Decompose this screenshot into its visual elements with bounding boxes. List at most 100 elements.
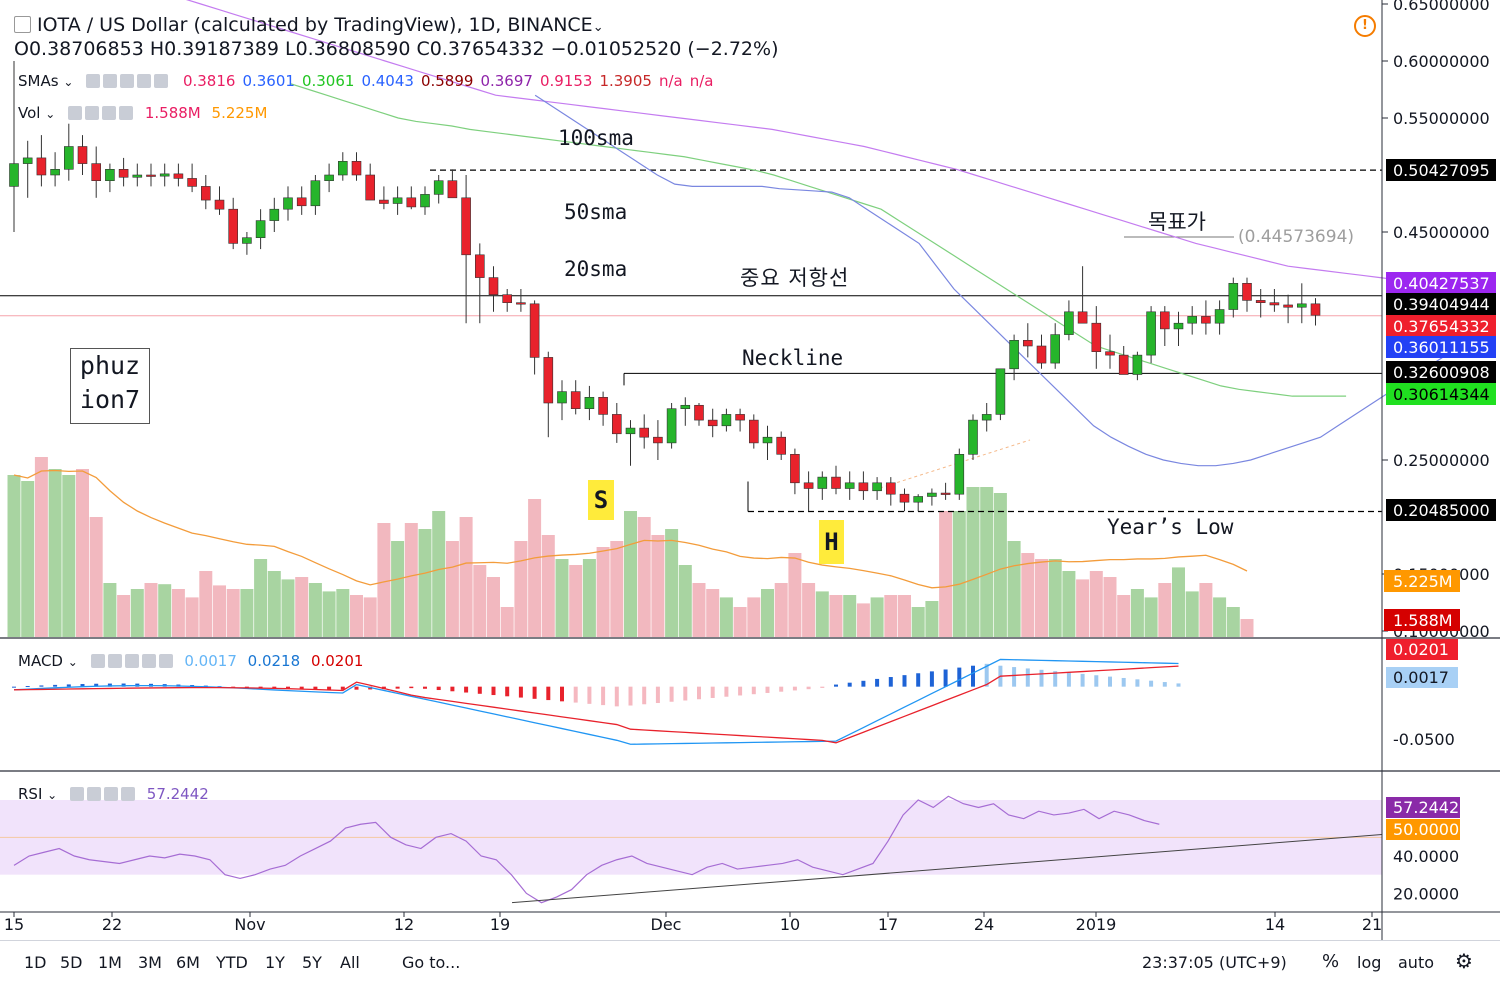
volume-badge xyxy=(1384,609,1460,631)
candle-body xyxy=(625,427,636,435)
bottom-toolbar: 1D 5D 1M 3M 6M YTD 1Y 5Y All Go to... 23:37:05 (… xyxy=(0,940,1500,987)
volume-bar xyxy=(624,511,637,637)
gear-icon[interactable] xyxy=(107,654,122,668)
plus-icon[interactable] xyxy=(102,106,117,120)
close-icon[interactable] xyxy=(119,106,134,120)
volume-bar xyxy=(240,589,254,637)
price-badge-label: 0.39404944 xyxy=(1393,295,1490,314)
vol-label[interactable]: Vol xyxy=(18,104,41,122)
timeframe-1y[interactable]: 1Y xyxy=(265,953,285,972)
candle-body xyxy=(776,436,787,455)
volume-bar xyxy=(774,583,788,637)
collapse-icon[interactable] xyxy=(14,16,31,33)
candle-body xyxy=(310,180,321,207)
macd-histogram-bar xyxy=(1066,672,1071,687)
rsi-legend[interactable]: RSI ⌄ 57.2442 xyxy=(18,785,209,803)
chevron-down-icon[interactable]: ⌄ xyxy=(63,75,74,89)
annotation-100sma: 100sma xyxy=(558,126,634,150)
vol-legend[interactable]: Vol ⌄ 1.588M 5.225M xyxy=(18,104,267,122)
sma-value: 1.3905 xyxy=(599,72,652,90)
timeframe-5d[interactable]: 5D xyxy=(60,953,83,972)
macd-histogram-bar xyxy=(683,686,688,701)
chevron-down-icon[interactable]: ⌄ xyxy=(45,107,56,121)
plus-icon[interactable] xyxy=(137,74,152,88)
macd-histogram-bar xyxy=(834,684,838,687)
volume-bar xyxy=(884,595,898,637)
candle-body xyxy=(1146,311,1156,356)
macd-label[interactable]: MACD xyxy=(18,652,63,670)
candle-body xyxy=(433,180,444,195)
sma-buttons[interactable] xyxy=(86,72,171,90)
timeframe-1m[interactable]: 1M xyxy=(98,953,122,972)
macd-histogram-bar xyxy=(560,686,564,702)
gear-icon[interactable]: ⚙ xyxy=(1455,949,1473,973)
timeframe-ytd[interactable]: YTD xyxy=(216,953,248,972)
candle-body xyxy=(187,178,197,187)
timeframe-1d[interactable]: 1D xyxy=(24,953,47,972)
timeframe-6m[interactable]: 6M xyxy=(176,953,200,972)
eye-icon[interactable] xyxy=(70,787,84,801)
braces-icon[interactable] xyxy=(120,74,135,88)
eye-icon[interactable] xyxy=(86,74,101,88)
candle-body xyxy=(392,197,403,204)
candle-body xyxy=(77,146,88,164)
close-icon[interactable] xyxy=(121,787,135,801)
auto-toggle[interactable]: auto xyxy=(1398,953,1435,972)
gear-icon[interactable] xyxy=(85,106,100,120)
macd-line-value: 0.0218 xyxy=(247,652,301,670)
log-toggle[interactable]: log xyxy=(1357,953,1382,972)
timeframe-5y[interactable]: 5Y xyxy=(302,953,322,972)
macd-histogram-bar xyxy=(861,680,866,687)
exclamation-circle-icon[interactable]: ! xyxy=(1354,15,1376,37)
goto-button[interactable]: Go to... xyxy=(402,953,461,972)
annotation-target: 목표가 xyxy=(1148,210,1206,234)
macd-histogram-bar xyxy=(984,663,989,687)
macd-histogram-bar xyxy=(244,686,249,688)
price-badge-label: 0.50427095 xyxy=(1393,161,1490,180)
price-badge xyxy=(1386,383,1496,405)
gear-icon[interactable] xyxy=(103,74,118,88)
sma-value: 0.3061 xyxy=(301,72,355,90)
macd-legend[interactable]: MACD ⌄ 0.0017 0.0218 0.0201 xyxy=(18,652,363,670)
volume-bar xyxy=(363,597,377,637)
timeframe-all[interactable]: All xyxy=(340,953,360,972)
candle-body xyxy=(1228,282,1239,310)
time-tick-label: 2019 xyxy=(1076,915,1117,934)
macd-histogram-bar xyxy=(601,686,606,706)
candle-body xyxy=(228,208,238,244)
volume-bar xyxy=(706,589,720,637)
macd-hist-badge-label: 0.0017 xyxy=(1393,668,1449,687)
eye-icon[interactable] xyxy=(68,106,83,120)
candle-body xyxy=(803,482,814,489)
symbol-title[interactable]: IOTA / US Dollar (calculated by TradingV… xyxy=(14,14,604,36)
close-icon[interactable] xyxy=(154,74,169,88)
chevron-down-icon[interactable]: ⌄ xyxy=(592,20,604,35)
plus-icon[interactable] xyxy=(104,787,118,801)
percent-toggle[interactable]: % xyxy=(1322,951,1340,972)
macd-histogram-bar xyxy=(286,686,290,690)
gear-icon[interactable] xyxy=(87,787,101,801)
plus-icon[interactable] xyxy=(141,654,156,668)
close-icon[interactable] xyxy=(158,654,173,668)
rsi-label[interactable]: RSI xyxy=(18,785,43,803)
price-tick-label: 0.60000000 xyxy=(1393,52,1490,71)
volume-bar xyxy=(1240,619,1254,637)
candle-body xyxy=(516,302,526,305)
eye-icon[interactable] xyxy=(90,654,105,668)
chevron-down-icon[interactable]: ⌄ xyxy=(47,788,58,802)
macd-line xyxy=(13,658,1179,745)
volume-badge-label: 1.588M xyxy=(1393,611,1453,630)
chevron-down-icon[interactable]: ⌄ xyxy=(67,655,78,669)
annotation-neckline: Neckline xyxy=(742,346,844,370)
sma-legend[interactable]: SMAs ⌄ 0.3816 0.3601 0.3061 0.4043 0.5899 0.3… xyxy=(18,72,713,90)
timeframe-3m[interactable]: 3M xyxy=(138,953,162,972)
rsi-value-badge-label: 57.2442 xyxy=(1393,798,1459,817)
price-badge xyxy=(1386,336,1496,358)
volume-bar xyxy=(596,547,610,637)
braces-icon[interactable] xyxy=(124,654,139,668)
sma-label[interactable]: SMAs xyxy=(18,72,59,90)
candle-body xyxy=(529,303,540,358)
macd-histogram-bar xyxy=(614,686,619,707)
candle-body xyxy=(159,173,170,177)
